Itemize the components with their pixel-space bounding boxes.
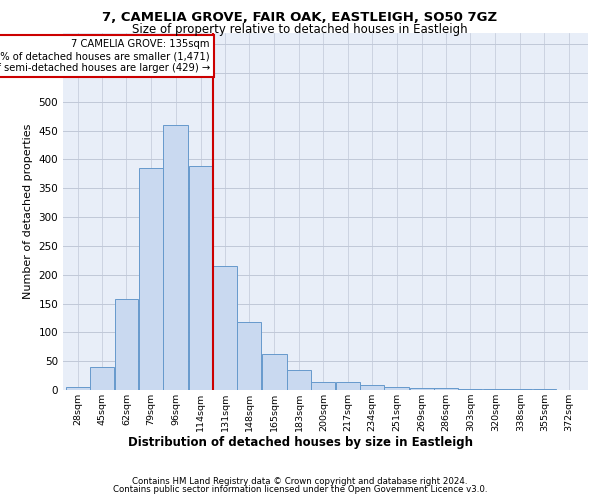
Bar bbox=[139, 168, 163, 390]
Bar bbox=[163, 125, 188, 390]
Bar bbox=[384, 387, 409, 390]
Bar bbox=[213, 266, 237, 390]
Bar bbox=[91, 367, 114, 390]
Bar bbox=[434, 388, 458, 390]
Bar bbox=[311, 382, 335, 390]
Bar bbox=[189, 166, 212, 390]
Bar bbox=[66, 387, 90, 390]
Bar bbox=[287, 370, 311, 390]
Text: Distribution of detached houses by size in Eastleigh: Distribution of detached houses by size … bbox=[128, 436, 473, 449]
Bar bbox=[410, 388, 434, 390]
Text: 7 CAMELIA GROVE: 135sqm
← 77% of detached houses are smaller (1,471)
22% of semi: 7 CAMELIA GROVE: 135sqm ← 77% of detache… bbox=[0, 40, 210, 72]
Bar bbox=[262, 354, 287, 390]
Bar bbox=[336, 382, 359, 390]
Y-axis label: Number of detached properties: Number of detached properties bbox=[23, 124, 33, 299]
Text: Size of property relative to detached houses in Eastleigh: Size of property relative to detached ho… bbox=[132, 22, 468, 36]
Bar bbox=[237, 322, 261, 390]
Text: Contains HM Land Registry data © Crown copyright and database right 2024.: Contains HM Land Registry data © Crown c… bbox=[132, 477, 468, 486]
Bar bbox=[360, 386, 384, 390]
Bar bbox=[458, 389, 482, 390]
Bar bbox=[115, 299, 139, 390]
Text: 7, CAMELIA GROVE, FAIR OAK, EASTLEIGH, SO50 7GZ: 7, CAMELIA GROVE, FAIR OAK, EASTLEIGH, S… bbox=[103, 11, 497, 24]
Text: Contains public sector information licensed under the Open Government Licence v3: Contains public sector information licen… bbox=[113, 484, 487, 494]
